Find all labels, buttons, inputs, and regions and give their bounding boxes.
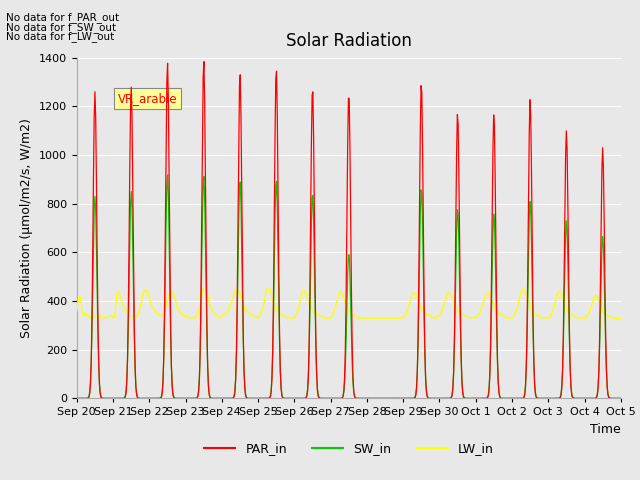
Text: VR_arable: VR_arable <box>118 92 177 105</box>
Text: No data for f_SW_out: No data for f_SW_out <box>6 22 116 33</box>
X-axis label: Time: Time <box>590 423 621 436</box>
Text: No data for f_LW_out: No data for f_LW_out <box>6 31 115 42</box>
Y-axis label: Solar Radiation (μmol/m2/s, W/m2): Solar Radiation (μmol/m2/s, W/m2) <box>20 118 33 338</box>
Title: Solar Radiation: Solar Radiation <box>286 33 412 50</box>
Legend: PAR_in, SW_in, LW_in: PAR_in, SW_in, LW_in <box>199 437 499 460</box>
Text: No data for f_PAR_out: No data for f_PAR_out <box>6 12 120 23</box>
